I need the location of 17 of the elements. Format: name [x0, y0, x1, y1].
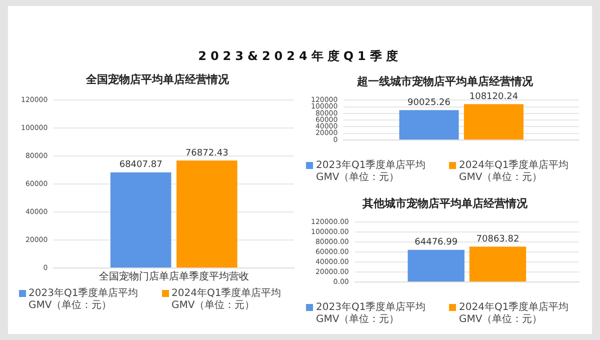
data-label: 90025.26 — [408, 98, 451, 108]
data-label: 108120.24 — [469, 92, 518, 102]
legend-label: 2023年Q1季度单店平均GMV（单位：元） — [28, 288, 140, 312]
legend-label: 2023年Q1季度单店平均GMV（单位：元） — [316, 160, 427, 184]
legend-label: 2024年Q1季度单店平均GMV（单位：元） — [459, 302, 570, 326]
chart-title: 全国宠物店平均单店经营情况 — [85, 72, 230, 88]
legend-label: 2024年Q1季度单店平均GMV（单位：元） — [459, 160, 570, 184]
data-label: 70863.82 — [476, 234, 520, 245]
text: 2023&2024年度Q1季度 — [197, 48, 403, 65]
data-label: 76872.43 — [185, 148, 228, 158]
legend-label: 2024年Q1季度单店平均GMV（单位：元） — [172, 288, 282, 312]
data-label: 68407.87 — [119, 160, 162, 170]
legend-label: 2023年Q1季度单店平均GMV（单位：元） — [316, 302, 427, 326]
data-label: 64476.99 — [414, 238, 458, 248]
chart-title: 超一线城市宠物店平均单店经营情况 — [356, 74, 534, 90]
x-tick-label: 全国宠物门店单店单季度平均营收 — [98, 270, 249, 283]
chart-title: 其他城市宠物店平均单店经营情况 — [362, 196, 528, 212]
